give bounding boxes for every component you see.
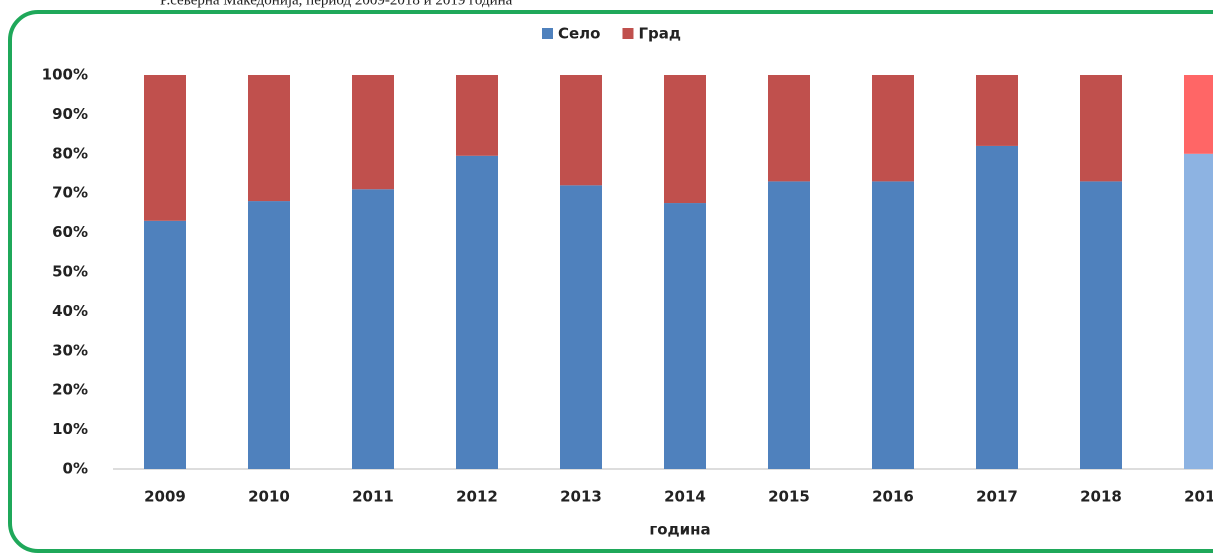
y-tick-label: 10% [52, 420, 88, 438]
bar-segment [976, 75, 1018, 146]
bar-segment [248, 75, 290, 202]
x-tick-label: 2014 [664, 488, 706, 506]
bar-segment [768, 75, 810, 182]
x-tick-label: 2018 [1080, 488, 1122, 506]
bar-segment [872, 75, 914, 182]
bar-segment [1184, 75, 1213, 154]
y-tick-label: 0% [63, 460, 88, 478]
legend-label: Град [638, 25, 681, 43]
bar-segment [1080, 181, 1122, 469]
y-tick-label: 80% [52, 144, 88, 162]
y-tick-label: 20% [52, 381, 88, 399]
x-tick-label: 2016 [872, 488, 914, 506]
bar-segment [1184, 153, 1213, 470]
bar-segment [976, 145, 1018, 470]
bar-segment [144, 75, 186, 221]
y-tick-label: 70% [52, 184, 88, 202]
x-tick-label: 2019 [1184, 488, 1213, 506]
y-tick-label: 100% [42, 66, 88, 84]
bar-segment [664, 75, 706, 204]
bar-segment [144, 220, 186, 469]
bar-segment [456, 155, 498, 469]
y-tick-label: 50% [52, 263, 88, 281]
bar-segment [768, 181, 810, 469]
bar-segment [352, 189, 394, 469]
bar-segment [1080, 75, 1122, 182]
frame [8, 10, 1213, 553]
x-tick-label: 2013 [560, 488, 602, 506]
legend-label: Село [558, 25, 600, 43]
y-tick-label: 30% [52, 341, 88, 359]
x-tick-label: 2009 [144, 488, 186, 506]
bar-segment [456, 75, 498, 156]
bar-segment [560, 185, 602, 469]
x-tick-label: 2015 [768, 488, 810, 506]
legend-swatch [542, 28, 553, 39]
y-tick-label: 60% [52, 223, 88, 241]
bar-segment [248, 201, 290, 469]
chart-subtitle: Р.северна Македонија, период 2009-2018 и… [160, 0, 513, 8]
y-tick-label: 90% [52, 105, 88, 123]
bar-segment [872, 181, 914, 469]
x-axis-label: година [649, 521, 710, 539]
x-tick-label: 2011 [352, 488, 394, 506]
bar-segment [352, 75, 394, 190]
bar-segment [664, 203, 706, 470]
x-tick-label: 2012 [456, 488, 498, 506]
bar-segment [560, 75, 602, 186]
x-tick-label: 2017 [976, 488, 1018, 506]
y-tick-label: 40% [52, 302, 88, 320]
legend-swatch [622, 28, 634, 39]
x-tick-label: 2010 [248, 488, 290, 506]
